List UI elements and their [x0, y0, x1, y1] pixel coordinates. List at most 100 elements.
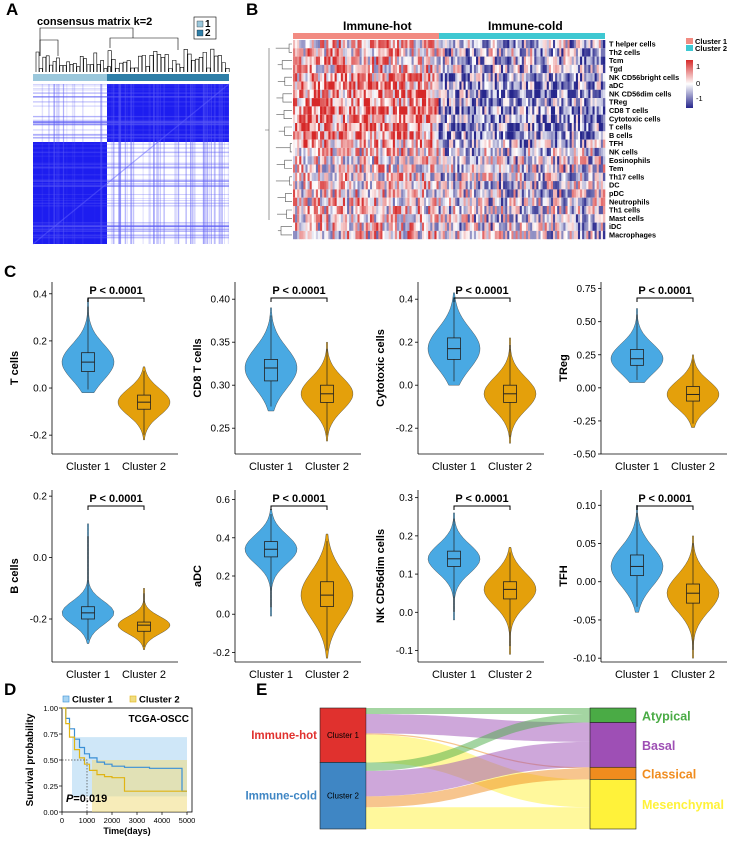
heatmap-cell — [436, 164, 439, 173]
heatmap-cell — [326, 114, 329, 123]
heatmap-cell — [355, 147, 358, 157]
heatmap-cell — [432, 73, 435, 82]
heatmap-cell — [369, 114, 373, 123]
heatmap-cell — [550, 131, 554, 140]
heatmap-cell — [428, 206, 431, 215]
heatmap-cell — [602, 48, 606, 57]
heatmap-cell — [328, 222, 331, 231]
heatmap-cell — [451, 106, 454, 115]
heatmap-cell — [444, 139, 448, 148]
heatmap-cell — [434, 139, 437, 148]
matrix-noise-col — [71, 84, 74, 244]
heatmap-cell — [455, 222, 458, 231]
heatmap-cell — [582, 156, 585, 165]
heatmap-cell — [367, 189, 371, 198]
heatmap-cell — [434, 214, 437, 223]
heatmap-cell — [455, 164, 458, 173]
heatmap-cell — [388, 164, 392, 173]
heatmap-cell — [461, 73, 464, 82]
heatmap-cell — [490, 48, 493, 57]
heatmap-cell — [434, 114, 437, 123]
heatmap-cell — [313, 48, 317, 57]
heatmap-cell — [553, 131, 556, 140]
heatmap-cell — [467, 64, 471, 74]
heatmap-cell — [471, 40, 475, 49]
heatmap-cell — [340, 222, 344, 231]
heatmap-cell — [546, 172, 550, 182]
panel-label-a: A — [6, 0, 19, 19]
heatmap-cell — [355, 230, 358, 240]
heatmap-cell — [459, 40, 462, 49]
heatmap-cell — [459, 98, 462, 107]
heatmap-cell — [328, 197, 331, 206]
heatmap-cell — [380, 98, 383, 107]
heatmap-cell — [528, 164, 531, 173]
heatmap-cell — [328, 181, 331, 190]
heatmap-cell — [592, 48, 595, 57]
heatmap-cell — [359, 164, 362, 173]
matrix-noise-col — [203, 84, 205, 244]
heatmap-cell — [405, 56, 408, 65]
heatmap-cell — [405, 164, 408, 173]
heatmap-cell — [336, 222, 340, 231]
matrix-noise-row — [33, 151, 229, 154]
box-cluster2 — [686, 386, 700, 402]
heatmap-cell — [586, 181, 589, 190]
heatmap-cell — [467, 98, 471, 107]
heatmap-cell — [413, 197, 417, 206]
heatmap-cell — [407, 197, 410, 206]
heatmap-cell — [575, 230, 579, 240]
heatmap-cell — [434, 222, 437, 231]
heatmap-cell — [528, 48, 531, 57]
heatmap-cell — [478, 64, 481, 74]
heatmap-cell — [501, 197, 504, 206]
heatmap-cell — [357, 123, 360, 132]
heatmap-cell — [540, 48, 543, 57]
heatmap-cell — [538, 172, 541, 182]
heatmap-cell — [461, 139, 464, 148]
heatmap-cell — [440, 73, 444, 82]
heatmap-cell — [594, 56, 597, 65]
heatmap-cell — [295, 139, 298, 148]
heatmap-cell — [322, 181, 325, 190]
heatmap-cell — [553, 164, 556, 173]
heatmap-cell — [561, 48, 564, 57]
heatmap-cell — [374, 106, 377, 115]
y-tick-label: -0.05 — [573, 615, 596, 626]
heatmap-cell — [563, 40, 566, 49]
matrix-noise-row — [33, 174, 229, 176]
matrix-noise-row — [33, 183, 229, 185]
heatmap-cell — [376, 206, 379, 215]
heatmap-cell — [567, 48, 570, 57]
heatmap-cell — [401, 139, 404, 148]
heatmap-cell — [320, 81, 323, 90]
heatmap-cell — [409, 131, 412, 140]
heatmap-cell — [432, 98, 435, 107]
heatmap-cell — [580, 114, 583, 123]
heatmap-cell — [584, 197, 587, 206]
heatmap-cell — [407, 214, 410, 223]
heatmap-cell — [473, 98, 477, 107]
heatmap-cell — [453, 123, 456, 132]
heatmap-cell — [492, 123, 496, 132]
heatmap-cell — [372, 172, 375, 182]
heatmap-cell — [361, 156, 365, 165]
heatmap-cell — [584, 98, 587, 107]
heatmap-cell — [453, 222, 456, 231]
heatmap-cell — [484, 81, 487, 90]
x-tick-label: Cluster 2 — [488, 669, 532, 678]
heatmap-cell — [405, 214, 408, 223]
heatmap-cell — [544, 48, 548, 57]
heatmap-cell — [542, 81, 545, 90]
heatmap-cell — [507, 189, 510, 198]
heatmap-cell — [419, 40, 423, 49]
heatmap-cell — [295, 123, 298, 132]
heatmap-cell — [569, 81, 573, 90]
heatmap-cell — [457, 222, 460, 231]
heatmap-cell — [513, 106, 516, 115]
heatmap-cell — [305, 156, 308, 165]
heatmap-cell — [338, 139, 342, 148]
heatmap-cell — [351, 172, 354, 182]
heatmap-cell — [471, 189, 475, 198]
